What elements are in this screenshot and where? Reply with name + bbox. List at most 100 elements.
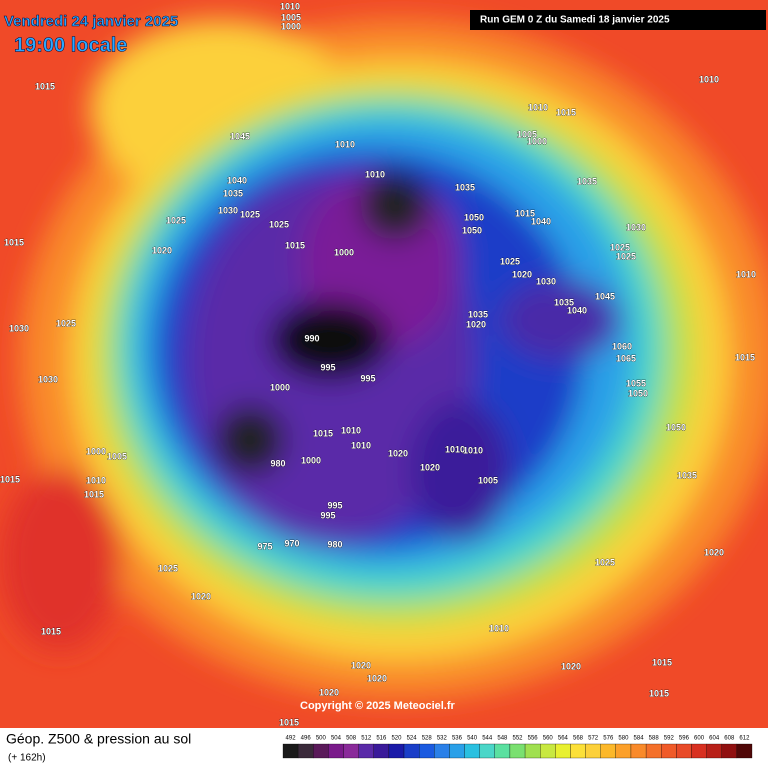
pressure-label: 1000 <box>281 21 301 31</box>
geopotential-field <box>0 0 768 728</box>
pressure-label: 1005 <box>517 129 537 139</box>
pressure-label: 970 <box>284 538 299 548</box>
scale-label: 564 <box>558 736 569 742</box>
pressure-label: 1025 <box>616 251 636 261</box>
pressure-label: 1015 <box>649 688 669 698</box>
pressure-label: 1025 <box>500 256 520 266</box>
pressure-label: 1020 <box>351 660 371 670</box>
pressure-label: 1055 <box>626 378 646 388</box>
scale-swatch <box>297 743 314 759</box>
scale-label: 576 <box>603 736 614 742</box>
pressure-label: 1050 <box>464 212 484 222</box>
pressure-label: 1025 <box>595 557 615 567</box>
scale-label: 580 <box>618 736 629 742</box>
pressure-label: 1010 <box>528 102 548 112</box>
scale-swatch <box>721 743 738 759</box>
pressure-label: 1010 <box>335 139 355 149</box>
scale-swatch <box>509 743 526 759</box>
pressure-label: 1020 <box>367 673 387 683</box>
pressure-label: 1040 <box>567 305 587 315</box>
pressure-label: 995 <box>360 373 375 383</box>
time: 19:00 locale <box>14 34 127 56</box>
pressure-label: 1010 <box>489 623 509 633</box>
pressure-label: 1000 <box>334 247 354 257</box>
pressure-label: 1010 <box>351 440 371 450</box>
scale-label: 592 <box>664 736 675 742</box>
scale-swatch <box>691 743 707 759</box>
pressure-label: 1035 <box>554 297 574 307</box>
scale-label: 604 <box>709 736 720 742</box>
scale-label: 524 <box>407 736 418 742</box>
scale-swatch <box>403 743 420 759</box>
pressure-label: 1010 <box>86 475 106 485</box>
pressure-label: 1000 <box>301 455 321 465</box>
pressure-label: 1030 <box>626 222 646 232</box>
pressure-label: 1025 <box>269 219 289 229</box>
scale-swatch <box>540 743 556 759</box>
scale-swatch <box>585 743 601 759</box>
pressure-label: 1000 <box>527 136 547 146</box>
pressure-label: 1050 <box>666 422 686 432</box>
scale-label: 532 <box>437 736 448 742</box>
pressure-label: 1020 <box>388 448 408 458</box>
pressure-label: 1005 <box>281 12 301 22</box>
pressure-label: 1000 <box>270 382 290 392</box>
scale-swatch <box>706 743 722 759</box>
pressure-label: 1020 <box>319 687 339 697</box>
pressure-label: 1050 <box>462 225 482 235</box>
pressure-label: 1015 <box>41 626 61 636</box>
scale-label: 512 <box>361 736 372 742</box>
scale-label: 544 <box>482 736 493 742</box>
pressure-label: 1020 <box>466 319 486 329</box>
scale-label: 608 <box>724 736 735 742</box>
scale-label: 536 <box>452 736 463 742</box>
pressure-label: 995 <box>320 362 335 372</box>
pressure-label: 1025 <box>610 242 630 252</box>
pressure-label: 1010 <box>341 425 361 435</box>
pressure-label: 1015 <box>4 237 24 247</box>
pressure-label: 1050 <box>628 388 648 398</box>
pressure-label: 1015 <box>0 474 20 484</box>
scale-label: 508 <box>346 736 357 742</box>
scale-swatch <box>630 743 647 759</box>
scale-swatch <box>343 743 359 759</box>
scale-swatch <box>494 743 511 759</box>
scale-swatch <box>282 743 299 759</box>
date: Vendredi 24 janvier 2025 <box>4 13 178 30</box>
pressure-label: 995 <box>327 500 342 510</box>
pressure-label: 1015 <box>279 717 299 727</box>
pressure-label: 990 <box>304 333 319 343</box>
scale-swatch <box>313 743 329 759</box>
run-info: Run GEM 0 Z du Samedi 18 janvier 2025 <box>480 15 670 26</box>
scale-label: 600 <box>694 736 705 742</box>
copyright: Copyright © 2025 Meteociel.fr <box>300 700 456 712</box>
pressure-label: 1020 <box>561 661 581 671</box>
scale-label: 516 <box>376 736 387 742</box>
pressure-label: 1015 <box>285 240 305 250</box>
scale-swatch <box>373 743 390 759</box>
scale-label: 584 <box>634 736 645 742</box>
scale-label: 596 <box>679 736 690 742</box>
pressure-label: 1010 <box>736 269 756 279</box>
scale-label: 548 <box>497 736 508 742</box>
scale-label: 568 <box>573 736 584 742</box>
scale-label: 588 <box>649 736 660 742</box>
pressure-label: 1015 <box>556 107 576 117</box>
pressure-label: 1015 <box>84 489 104 499</box>
pressure-label: 1015 <box>515 208 535 218</box>
scale-label: 500 <box>316 736 327 742</box>
pressure-label: 1015 <box>652 657 672 667</box>
pressure-label: 1025 <box>56 318 76 328</box>
pressure-label: 1010 <box>699 74 719 84</box>
scale-swatch <box>615 743 632 759</box>
pressure-label: 1025 <box>240 209 260 219</box>
scale-swatch <box>736 743 753 759</box>
scale-label: 556 <box>528 736 539 742</box>
scale-swatch <box>600 743 616 759</box>
pressure-label: 1025 <box>158 563 178 573</box>
run-box <box>470 10 766 30</box>
scale-label: 540 <box>467 736 478 742</box>
pressure-label: 1030 <box>536 276 556 286</box>
